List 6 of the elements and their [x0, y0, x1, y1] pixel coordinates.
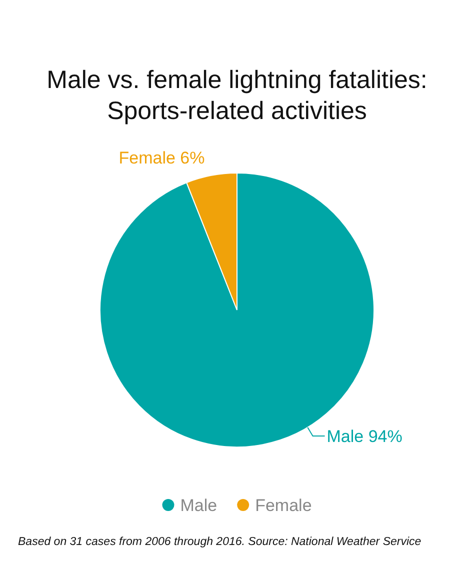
data-label: Male 94%	[326, 426, 402, 446]
data-label: Female 6%	[118, 148, 205, 168]
text: Based on 31 cases from 2006 through 2016. Source: National Weather Service	[18, 536, 422, 548]
legend-label: Female	[255, 496, 312, 515]
chart-title: Male vs. female lightning fatalities: Sports-related activities	[46, 66, 428, 125]
legend-label: Male	[180, 496, 218, 515]
